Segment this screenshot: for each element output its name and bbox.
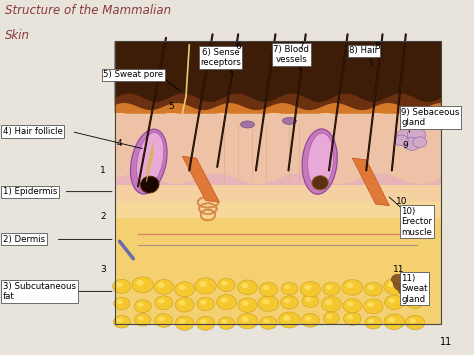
Circle shape: [158, 299, 164, 304]
Text: 10)
Erector
muscle: 10) Erector muscle: [401, 207, 432, 236]
Circle shape: [394, 135, 408, 146]
Circle shape: [327, 314, 332, 319]
Circle shape: [138, 316, 144, 321]
Circle shape: [258, 296, 279, 311]
Circle shape: [305, 316, 311, 321]
Text: 1: 1: [100, 166, 106, 175]
Text: 6: 6: [235, 42, 241, 51]
Circle shape: [132, 277, 153, 293]
Circle shape: [392, 274, 404, 284]
Text: 10: 10: [396, 197, 408, 206]
Text: 9) Sebaceous
gland: 9) Sebaceous gland: [401, 108, 459, 127]
Circle shape: [135, 314, 151, 326]
Circle shape: [238, 280, 257, 295]
Circle shape: [406, 315, 425, 330]
Circle shape: [222, 320, 228, 324]
Text: 9: 9: [402, 141, 408, 150]
Circle shape: [220, 297, 228, 303]
Circle shape: [137, 302, 144, 307]
Bar: [115, 223, 441, 248]
Circle shape: [259, 283, 278, 296]
Circle shape: [217, 295, 237, 310]
Circle shape: [281, 296, 298, 309]
Text: Skin: Skin: [5, 29, 30, 42]
Bar: [115, 105, 441, 121]
Text: 4: 4: [117, 140, 122, 148]
Bar: [115, 149, 441, 163]
Circle shape: [342, 279, 363, 295]
Circle shape: [347, 315, 353, 320]
Circle shape: [117, 300, 123, 304]
Circle shape: [410, 318, 416, 323]
Text: 7: 7: [298, 42, 304, 51]
Circle shape: [219, 317, 235, 329]
Circle shape: [113, 279, 131, 293]
Circle shape: [384, 279, 405, 294]
Circle shape: [368, 285, 374, 290]
Bar: [115, 68, 441, 75]
Ellipse shape: [283, 118, 296, 125]
Circle shape: [367, 302, 374, 307]
Circle shape: [407, 128, 426, 142]
Circle shape: [241, 316, 248, 322]
Circle shape: [117, 318, 123, 322]
Circle shape: [397, 128, 420, 146]
Ellipse shape: [302, 129, 337, 194]
Circle shape: [402, 275, 419, 288]
Text: 3: 3: [100, 265, 106, 274]
Circle shape: [114, 297, 130, 310]
Ellipse shape: [130, 129, 167, 194]
Bar: [115, 248, 441, 284]
Circle shape: [179, 319, 185, 324]
Circle shape: [302, 295, 319, 307]
Bar: [115, 42, 441, 52]
Circle shape: [263, 285, 269, 290]
Circle shape: [364, 282, 383, 296]
Circle shape: [323, 282, 340, 295]
Polygon shape: [182, 156, 219, 202]
Circle shape: [158, 316, 164, 321]
Circle shape: [264, 319, 269, 323]
Circle shape: [406, 295, 424, 308]
Circle shape: [410, 297, 416, 302]
Ellipse shape: [140, 176, 159, 193]
Circle shape: [281, 282, 298, 295]
Polygon shape: [352, 158, 390, 206]
Bar: [115, 284, 441, 324]
Text: 4) Hair follicle: 4) Hair follicle: [3, 127, 63, 136]
Circle shape: [368, 319, 374, 323]
Circle shape: [301, 282, 320, 297]
Circle shape: [201, 300, 207, 305]
Circle shape: [344, 312, 361, 325]
Text: 3) Subcutaneous
fat: 3) Subcutaneous fat: [3, 282, 76, 301]
Circle shape: [200, 319, 207, 324]
Text: 5: 5: [168, 102, 173, 111]
Circle shape: [155, 314, 173, 327]
Circle shape: [346, 301, 353, 306]
Text: 7) Blood
vessels: 7) Blood vessels: [273, 45, 309, 64]
Circle shape: [305, 297, 311, 302]
Circle shape: [284, 285, 290, 289]
Circle shape: [179, 285, 186, 290]
Circle shape: [196, 316, 215, 330]
Bar: [115, 84, 441, 91]
Circle shape: [323, 312, 339, 324]
Ellipse shape: [308, 133, 334, 188]
Circle shape: [218, 278, 235, 291]
Ellipse shape: [312, 176, 328, 190]
Ellipse shape: [240, 121, 255, 128]
Circle shape: [321, 296, 341, 312]
Circle shape: [405, 277, 426, 293]
Circle shape: [260, 316, 277, 329]
Circle shape: [113, 315, 130, 328]
Circle shape: [326, 285, 332, 290]
Bar: [115, 121, 441, 135]
Bar: [115, 218, 441, 324]
Circle shape: [199, 281, 207, 287]
Circle shape: [262, 299, 270, 304]
Circle shape: [365, 316, 382, 329]
Circle shape: [242, 301, 248, 306]
Circle shape: [388, 282, 395, 287]
Circle shape: [304, 285, 311, 290]
Bar: [115, 75, 441, 84]
